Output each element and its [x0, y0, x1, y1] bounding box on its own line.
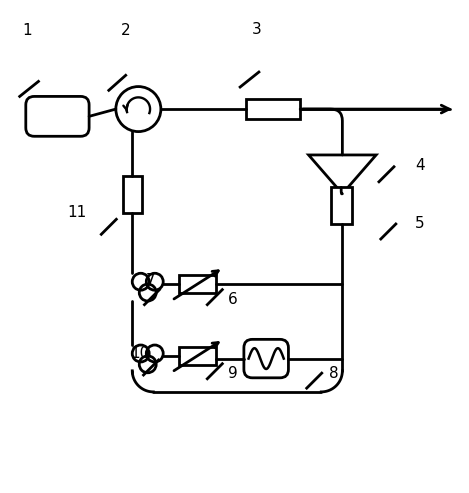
Bar [123, 176, 142, 213]
Bar [331, 187, 352, 224]
Text: 4: 4 [415, 158, 424, 174]
Text: 7: 7 [146, 273, 156, 288]
Bar [179, 347, 216, 365]
Text: 5: 5 [415, 216, 424, 232]
Text: 10: 10 [130, 346, 150, 361]
Text: 3: 3 [252, 22, 262, 37]
Text: 1: 1 [23, 23, 32, 38]
Text: 6: 6 [228, 291, 237, 307]
FancyBboxPatch shape [26, 97, 89, 136]
Text: 9: 9 [228, 366, 238, 381]
Text: 8: 8 [329, 366, 339, 381]
Text: 2: 2 [121, 23, 130, 38]
Bar [246, 99, 300, 119]
Bar [179, 275, 216, 293]
FancyBboxPatch shape [244, 339, 288, 378]
Text: 11: 11 [68, 205, 87, 220]
